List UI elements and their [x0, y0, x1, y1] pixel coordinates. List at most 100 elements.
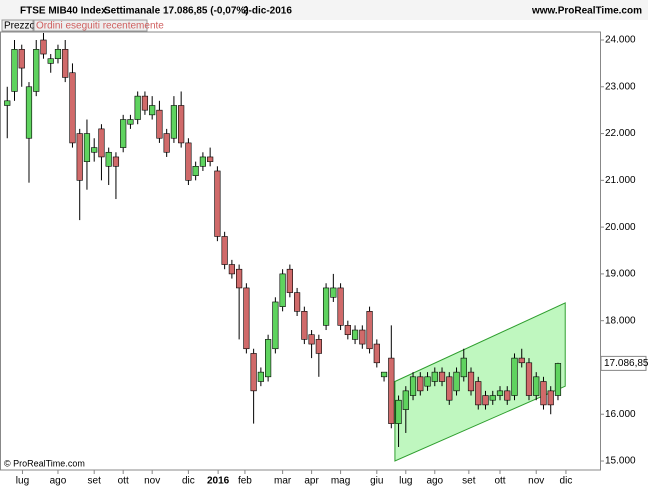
candle-body — [547, 390, 554, 406]
candle-body — [511, 357, 518, 396]
last-price-box — [600, 355, 647, 371]
candle-body — [540, 381, 547, 406]
candle-body — [4, 100, 11, 106]
y-tick-label: 24.000 — [605, 35, 636, 46]
candle-body — [395, 399, 402, 424]
candle-body — [272, 301, 279, 350]
candle-body — [301, 311, 308, 340]
y-tick-label: 18.000 — [605, 315, 636, 326]
candle-body — [402, 390, 409, 410]
candle-body — [265, 339, 272, 378]
candle-body — [257, 371, 264, 382]
candle-body — [366, 311, 373, 350]
candle-body — [344, 325, 351, 336]
candle-body — [207, 156, 214, 162]
candle-body — [424, 376, 431, 387]
x-tick-label: nov — [144, 476, 160, 487]
candle-body — [98, 128, 105, 158]
candle-body — [388, 357, 395, 424]
candle-body — [351, 329, 359, 340]
y-tick-label: 15.000 — [605, 456, 636, 467]
candle-body — [279, 273, 286, 307]
tab[interactable] — [33, 19, 148, 32]
candle-body — [120, 119, 127, 148]
tab[interactable] — [1, 19, 34, 32]
candle-body — [525, 362, 533, 396]
plot — [4, 32, 566, 462]
candle-body — [76, 133, 83, 181]
candle-body — [446, 376, 453, 401]
x-tick-label: feb — [238, 476, 252, 487]
y-tick-label: 16.000 — [605, 409, 636, 420]
tab-label[interactable]: Ordini eseguiti recentemente — [36, 21, 164, 32]
x-tick-label: mag — [331, 476, 350, 487]
site: www.ProRealTime.com — [531, 6, 642, 17]
candle-body — [359, 329, 366, 345]
candle-body — [221, 236, 228, 265]
candle-body — [496, 390, 504, 396]
y-tick-label: 20.000 — [605, 222, 636, 233]
candle-body — [228, 264, 235, 275]
y-tick-label: 22.000 — [605, 128, 636, 139]
candle-body — [417, 376, 424, 392]
candle-body — [431, 371, 438, 382]
candle-body — [504, 390, 511, 401]
candle-body — [373, 343, 380, 364]
candle-body — [156, 109, 163, 139]
candle-body — [482, 395, 489, 406]
candle-body — [554, 363, 562, 396]
candle-body — [330, 287, 337, 298]
candle-body — [25, 86, 33, 139]
candle-body — [518, 357, 525, 364]
candle-body — [453, 371, 460, 392]
tab-label[interactable]: Prezzo — [4, 21, 36, 32]
candle-body — [33, 49, 40, 92]
candle-body — [83, 133, 91, 162]
x-tick-label: apr — [304, 476, 319, 487]
y-tick-label: 23.000 — [605, 81, 636, 92]
period: Settimanale — [104, 6, 161, 17]
candle-body — [105, 151, 112, 167]
last-price-label: 17.086,85 — [604, 358, 648, 369]
y-tick-label: 19.000 — [605, 269, 636, 280]
candle-body — [467, 371, 475, 392]
candle-body — [62, 49, 69, 78]
candle-body — [315, 339, 322, 354]
candle-body — [40, 39, 47, 55]
candle-body — [460, 357, 467, 378]
candle-body — [149, 105, 156, 116]
candle-body — [533, 376, 540, 396]
candle-body — [214, 170, 221, 237]
candle-body — [134, 95, 141, 120]
candle-body — [69, 72, 76, 144]
x-tick-label: set — [88, 476, 102, 487]
watermark: © ProRealTime.com — [4, 458, 85, 468]
candle-body — [380, 371, 388, 378]
x-tick-label: nov — [528, 476, 544, 487]
candle-body — [322, 287, 330, 326]
candle-body — [409, 376, 417, 396]
candle-body — [47, 58, 54, 64]
candle-body — [243, 287, 250, 350]
candle-body — [11, 49, 18, 92]
candle-body — [294, 292, 301, 312]
candle-body — [250, 353, 257, 392]
candle-body — [236, 268, 243, 289]
x-tick-label: lug — [16, 476, 29, 487]
x-tick-label: dic — [560, 476, 573, 487]
candle-body — [192, 166, 199, 176]
candle-body — [163, 133, 170, 153]
x-tick-label: ott — [118, 476, 129, 487]
candle-body — [185, 142, 192, 181]
candle-body — [18, 49, 25, 69]
candle-body — [91, 147, 98, 153]
x-tick-label: set — [462, 476, 476, 487]
candle-body — [475, 381, 482, 406]
x-tick-label: 2016 — [207, 476, 230, 487]
candle-body — [127, 119, 134, 125]
header-bar — [0, 0, 648, 20]
candle-body — [178, 105, 185, 144]
